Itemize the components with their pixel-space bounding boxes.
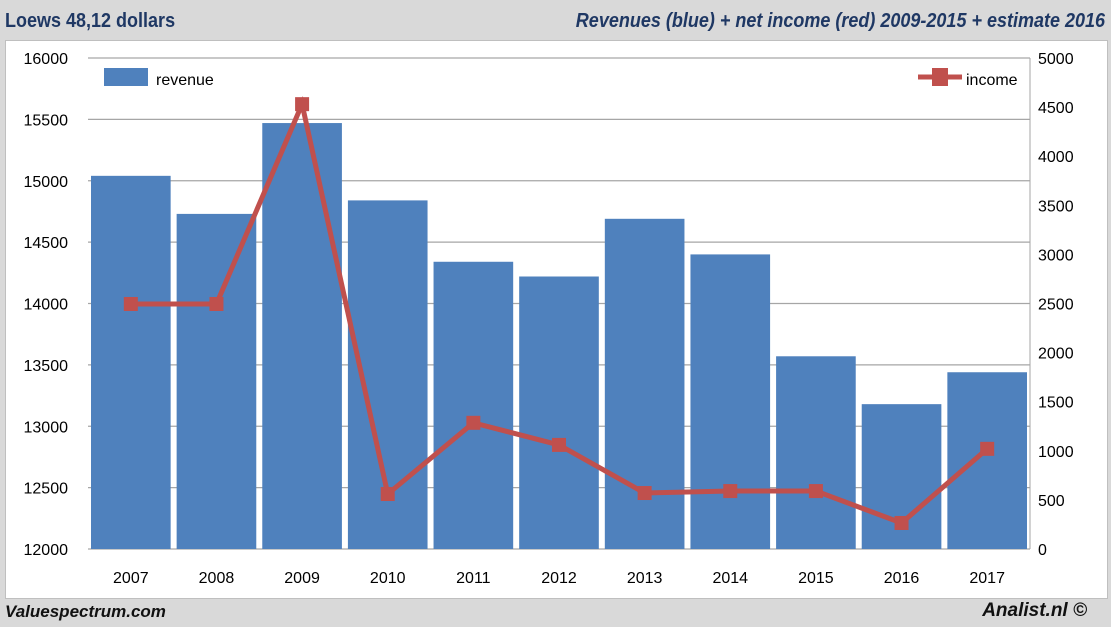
revenue-bar [262, 123, 342, 550]
income-marker [808, 484, 823, 499]
left-tick-label: 12500 [24, 481, 69, 498]
right-tick-label: 3500 [1038, 198, 1074, 215]
x-tick-label: 2015 [798, 570, 834, 587]
income-marker [209, 296, 224, 311]
x-tick-label: 2014 [712, 570, 748, 587]
revenue-bar [947, 372, 1027, 549]
x-tick-label: 2013 [627, 570, 663, 587]
revenue-bar [776, 356, 856, 549]
right-tick-label: 2000 [1038, 346, 1074, 363]
left-tick-label: 13500 [24, 358, 69, 375]
x-tick-label: 2012 [541, 570, 577, 587]
source-credit: Valuespectrum.com [5, 602, 166, 621]
right-tick-label: 1000 [1038, 444, 1074, 461]
legend-income-marker [932, 68, 948, 86]
right-tick-label: 1500 [1038, 395, 1074, 412]
right-tick-label: 4500 [1038, 100, 1074, 117]
left-tick-label: 14500 [24, 235, 69, 252]
x-tick-label: 2017 [969, 570, 1005, 587]
income-marker [552, 437, 566, 452]
left-tick-label: 15500 [24, 112, 69, 129]
legend-revenue-swatch [104, 68, 148, 86]
legend-income-label: income [966, 72, 1018, 89]
left-tick-label: 13000 [24, 419, 69, 436]
x-tick-label: 2011 [456, 570, 491, 587]
income-marker [380, 487, 395, 502]
right-tick-label: 4000 [1038, 149, 1074, 166]
right-tick-label: 5000 [1038, 51, 1074, 68]
income-marker [894, 515, 909, 530]
x-tick-label: 2016 [884, 570, 920, 587]
right-tick-label: 500 [1038, 493, 1065, 510]
revenue-bar [519, 276, 599, 549]
left-tick-label: 15000 [24, 174, 69, 191]
x-tick-label: 2008 [199, 570, 235, 587]
income-marker [980, 441, 995, 456]
income-marker [295, 97, 310, 112]
left-tick-label: 12000 [24, 542, 69, 559]
income-marker [123, 296, 138, 311]
left-tick-label: 16000 [24, 51, 69, 68]
revenue-bar [433, 261, 514, 549]
legend-revenue-label: revenue [156, 72, 214, 89]
right-tick-label: 2500 [1038, 297, 1074, 314]
income-marker [466, 415, 481, 430]
left-tick-label: 14000 [24, 297, 69, 314]
right-tick-label: 0 [1038, 542, 1047, 559]
income-marker [637, 486, 652, 501]
income-marker [723, 484, 738, 499]
x-tick-label: 2010 [370, 570, 406, 587]
revenue-bar [176, 213, 257, 549]
copyright-credit: Analist.nl © [982, 600, 1087, 621]
right-tick-label: 3000 [1038, 247, 1074, 264]
revenue-bar [91, 175, 171, 549]
x-tick-label: 2009 [284, 570, 320, 587]
revenue-bar [690, 254, 771, 549]
x-tick-label: 2007 [113, 570, 149, 587]
chart-title-left: Loews 48,12 dollars [5, 10, 176, 32]
chart-title-right: Revenues (blue) + net income (red) 2009-… [575, 10, 1105, 32]
